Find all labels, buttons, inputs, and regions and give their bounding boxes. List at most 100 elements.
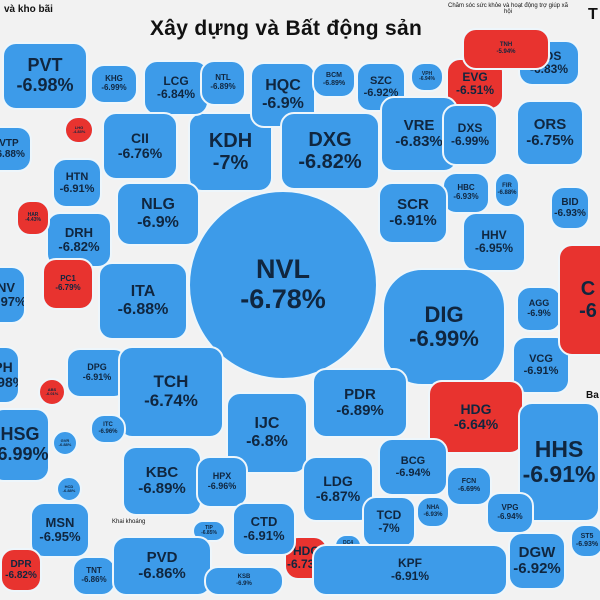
sector-label-logistics: và kho bãi xyxy=(4,4,53,15)
cell-dxs[interactable]: DXS -6.99% xyxy=(442,104,498,166)
cell-khg[interactable]: KHG -6.99% xyxy=(90,64,138,104)
cell-kpf[interactable]: KPF -6.91% xyxy=(312,544,508,596)
cell-ita[interactable]: ITA -6.88% xyxy=(98,262,188,340)
cell-pvt[interactable]: PVT -6.98% xyxy=(2,42,88,110)
cell-gvr[interactable]: GVR -6.88% xyxy=(52,430,78,456)
cell-dpg[interactable]: DPG -6.91% xyxy=(66,348,128,398)
cell-change: -6.74% xyxy=(144,391,198,410)
cell-hhs[interactable]: HHS -6.91% xyxy=(518,402,600,522)
cell-agg[interactable]: AGG -6.9% xyxy=(516,286,562,332)
cell-change: -6.75% xyxy=(526,132,574,149)
cell-hhv[interactable]: HHV -6.95% xyxy=(462,212,526,272)
cell-change: -6.79% xyxy=(55,283,81,292)
cell-itc[interactable]: ITC -6.96% xyxy=(90,414,126,444)
cell-change: -6.64% xyxy=(453,416,499,432)
cell-st5[interactable]: ST5 -6.93% xyxy=(570,524,600,558)
cell-abs[interactable]: ABS -6.01% xyxy=(38,378,66,406)
cell-kbc[interactable]: KBC -6.89% xyxy=(122,446,202,516)
cell-hpx[interactable]: HPX -6.96% xyxy=(196,456,248,508)
cell-hcd[interactable]: HCD -6.88% xyxy=(56,476,82,502)
cell-har[interactable]: HAR -4.43% xyxy=(16,200,50,236)
cell-change: -6.91% xyxy=(82,372,112,382)
cell-hsg[interactable]: HSG-6.99% xyxy=(0,408,50,482)
cell-bid[interactable]: BID -6.93% xyxy=(550,186,590,230)
cell-lhg[interactable]: LHG -4.83% xyxy=(64,116,94,144)
cell-vph[interactable]: VPH -6.94% xyxy=(410,62,444,92)
cell-fir[interactable]: FIR -6.88% xyxy=(494,172,520,208)
cell-c[interactable]: C -6 xyxy=(558,244,600,356)
sector-label-mining: Khai khoáng xyxy=(112,519,146,525)
cell-change: -6.9% xyxy=(262,95,304,112)
cell-change: -6.86% xyxy=(81,575,107,584)
cell-change: -4.83% xyxy=(72,129,86,134)
cell-ticker: SCR xyxy=(397,195,429,213)
cell-change: -6.89% xyxy=(138,480,186,497)
cell-change: -6.88% xyxy=(0,149,25,160)
cell-tnh[interactable]: TNH -5.94% xyxy=(462,28,550,70)
cell-hbc[interactable]: HBC -6.93% xyxy=(442,172,490,214)
cell-nlg[interactable]: NLG -6.9% xyxy=(116,182,200,246)
cell-change: -6.94% xyxy=(419,76,435,82)
cell-ticker: KSB xyxy=(237,574,251,581)
cell-change: -5.94% xyxy=(496,49,516,55)
cell-pc1[interactable]: PC1 -6.79% xyxy=(42,258,94,310)
cell-dig[interactable]: DIG -6.99% xyxy=(382,268,506,386)
cell-change: -6.99% xyxy=(0,444,49,464)
cell-fcn[interactable]: FCN -6.69% xyxy=(446,466,492,506)
cell-nvl[interactable]: NVL -6.78% xyxy=(188,190,378,380)
cell-ticker: VRE xyxy=(403,116,435,134)
cell-ticker: BCM xyxy=(326,72,342,80)
cell-ticker: ITA xyxy=(130,283,156,301)
cell-change: -6.89% xyxy=(322,80,346,87)
cell-vpg[interactable]: VPG -6.94% xyxy=(486,492,534,534)
cell-change: -6.91% xyxy=(243,528,285,543)
cell-pdr[interactable]: PDR -6.89% xyxy=(312,368,408,438)
cell-cii[interactable]: CII -6.76% xyxy=(102,112,178,180)
cell-ticker: TNT xyxy=(86,566,102,576)
cell-change: -6.91% xyxy=(390,569,430,583)
cell-tch[interactable]: TCH -6.74% xyxy=(118,346,224,438)
cell-change: -6.82% xyxy=(58,239,100,254)
cell-change: -6 xyxy=(579,300,597,322)
cell-nv[interactable]: NV-6.97% xyxy=(0,266,26,324)
cell-change: -6.99% xyxy=(409,326,479,351)
cell-tnt[interactable]: TNT -6.86% xyxy=(72,556,116,596)
cell-ticker: KHG xyxy=(105,74,123,84)
cell-dxg[interactable]: DXG -6.82% xyxy=(280,112,380,190)
cell-dpr[interactable]: DPR -6.82% xyxy=(0,548,42,592)
cell-bcm[interactable]: BCM -6.89% xyxy=(312,62,356,98)
cell-ticker: PDR xyxy=(344,385,376,403)
cell-dgw[interactable]: DGW -6.92% xyxy=(508,532,566,590)
cell-ntl[interactable]: NTL -6.89% xyxy=(200,60,246,106)
cell-ticker: KPF xyxy=(398,555,422,570)
cell-ticker: NLG xyxy=(141,196,175,214)
cell-change: -6.8% xyxy=(246,433,288,450)
cell-ticker: ST5 xyxy=(580,533,594,541)
cell-change: -6.88% xyxy=(497,190,517,196)
cell-ctd[interactable]: CTD -6.91% xyxy=(232,502,296,556)
cell-ticker: NV xyxy=(0,279,16,295)
cell-scr[interactable]: SCR -6.91% xyxy=(378,182,448,244)
cell-change: -6.94% xyxy=(497,512,523,521)
cell-ticker: DGW xyxy=(518,543,556,561)
cell-change: -6.91% xyxy=(59,183,95,195)
cell-ksb[interactable]: KSB -6.9% xyxy=(204,566,284,596)
cell-tcd[interactable]: TCD -7% xyxy=(362,496,416,548)
cell-ticker: DPG xyxy=(87,362,107,373)
cell-ticker: VTP xyxy=(0,138,19,149)
cell-bcg[interactable]: BCG -6.94% xyxy=(378,438,448,496)
cell-nha[interactable]: NHA -6.93% xyxy=(416,496,450,528)
cell-ticker: HAR xyxy=(27,211,39,218)
cell-change: -6.9% xyxy=(236,581,252,587)
cell-vtp[interactable]: VTP-6.88% xyxy=(0,126,32,172)
cell-ticker: SZC xyxy=(370,74,392,87)
cell-ticker: C xyxy=(580,278,596,300)
cell-ticker: HSG xyxy=(0,424,40,445)
cell-lcg[interactable]: LCG -6.84% xyxy=(143,60,209,116)
cell-pvd[interactable]: PVD -6.86% xyxy=(112,536,212,596)
cell-msn[interactable]: MSN -6.95% xyxy=(30,502,90,558)
cell-ors[interactable]: ORS -6.75% xyxy=(516,100,584,166)
cell-change: -6.93% xyxy=(554,208,586,219)
cell-htn[interactable]: HTN -6.91% xyxy=(52,158,102,208)
cell-ph[interactable]: PH-6.98% xyxy=(0,346,20,404)
